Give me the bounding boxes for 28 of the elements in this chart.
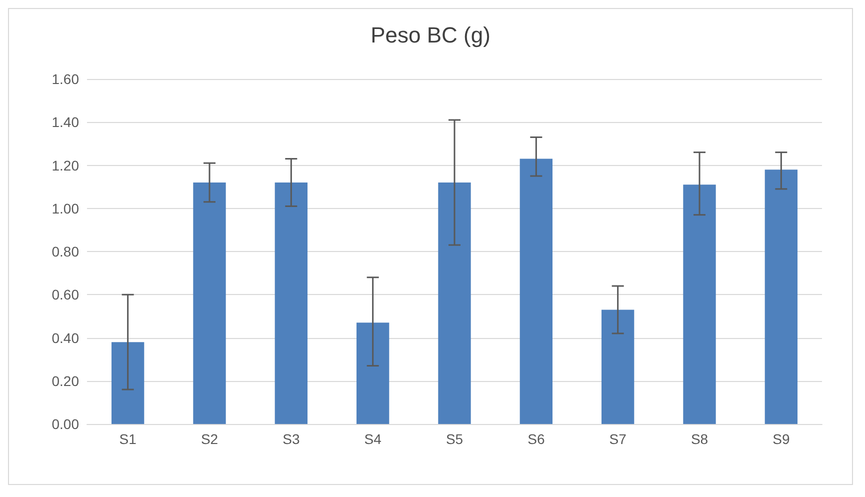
x-tick-label: S1 <box>119 431 137 447</box>
x-tick-label: S7 <box>609 431 627 447</box>
y-tick-label: 0.60 <box>52 286 80 303</box>
y-tick-label: 0.20 <box>52 372 80 389</box>
bar <box>356 322 390 424</box>
bar <box>274 182 308 424</box>
bar <box>683 184 716 424</box>
y-tick-label: 1.00 <box>52 200 80 216</box>
x-tick-label: S5 <box>446 431 464 447</box>
y-tick-label: 1.20 <box>52 157 80 174</box>
bar <box>602 310 634 424</box>
y-tick-label: 1.60 <box>52 71 80 87</box>
chart-title: Peso BC (g) <box>370 22 490 48</box>
bar <box>193 182 226 424</box>
bar <box>112 342 144 424</box>
bar <box>520 158 552 424</box>
y-tick-label: 0.00 <box>52 416 80 432</box>
x-tick-label: S4 <box>364 431 382 447</box>
bar <box>764 170 798 424</box>
y-tick-label: 0.80 <box>52 244 80 260</box>
x-tick-label: S2 <box>200 431 218 447</box>
bar <box>438 182 471 424</box>
x-tick-label: S3 <box>282 431 300 447</box>
y-tick-label: 1.40 <box>52 114 80 130</box>
y-tick-label: 0.40 <box>52 330 80 346</box>
x-tick-label: S8 <box>690 431 708 447</box>
x-tick-label: S6 <box>528 431 545 447</box>
x-tick-label: S9 <box>772 431 790 447</box>
